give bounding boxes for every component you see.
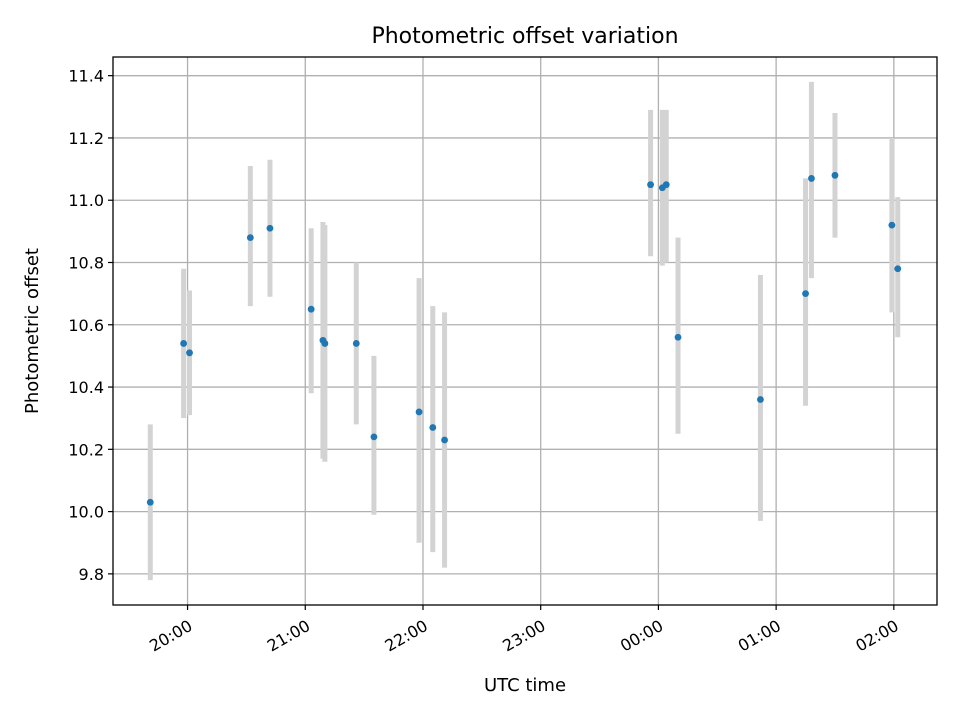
data-points xyxy=(146,171,902,506)
data-point xyxy=(415,408,423,416)
data-point xyxy=(647,181,654,189)
data-point xyxy=(894,265,902,273)
y-tick-label: 11.0 xyxy=(68,191,104,210)
plot-frame xyxy=(112,56,938,606)
data-point xyxy=(802,290,809,298)
y-tick-label: 10.4 xyxy=(68,378,104,397)
y-tick-label: 10.8 xyxy=(68,254,104,273)
data-point xyxy=(757,396,764,403)
x-tick-label: 20:00 xyxy=(146,616,195,656)
x-axis: 20:00 21:00 22:00 23:00 00:00 01:00 02:00 xyxy=(146,605,902,656)
x-tick-label: 21:00 xyxy=(264,616,313,656)
data-point xyxy=(662,181,670,189)
y-tick-label: 9.8 xyxy=(79,565,104,584)
x-tick-label: 23:00 xyxy=(499,616,548,656)
x-tick-label: 01:00 xyxy=(735,616,784,656)
x-tick-label: 22:00 xyxy=(382,616,431,656)
grid xyxy=(113,57,937,605)
x-axis-label: UTC time xyxy=(484,675,566,696)
y-tick-label: 11.4 xyxy=(68,67,104,86)
error-bars xyxy=(147,81,901,581)
data-point xyxy=(674,333,682,341)
data-point xyxy=(307,305,315,313)
data-point xyxy=(246,234,254,241)
data-point xyxy=(429,424,437,431)
y-tick-label: 10.2 xyxy=(68,440,104,459)
data-point xyxy=(808,175,815,182)
data-point xyxy=(266,224,274,232)
y-tick-label: 11.2 xyxy=(68,129,104,148)
x-tick-label: 02:00 xyxy=(852,616,901,656)
y-axis-label: Photometric offset xyxy=(22,248,43,414)
data-point xyxy=(321,340,329,347)
chart-title: Photometric offset variation xyxy=(371,24,678,49)
y-tick-label: 10.6 xyxy=(68,316,104,335)
y-tick-label: 10.0 xyxy=(68,503,104,522)
data-point xyxy=(370,433,378,441)
data-point xyxy=(831,171,839,179)
x-tick-label: 00:00 xyxy=(617,616,666,656)
data-point xyxy=(186,349,193,357)
y-axis: 9.8 10.0 10.2 10.4 10.6 10.8 11.0 11.2 11.4 xyxy=(68,67,113,584)
data-point xyxy=(180,340,188,347)
data-point xyxy=(888,221,896,229)
data-point xyxy=(352,340,360,347)
data-point xyxy=(441,436,448,444)
data-point xyxy=(146,498,154,506)
